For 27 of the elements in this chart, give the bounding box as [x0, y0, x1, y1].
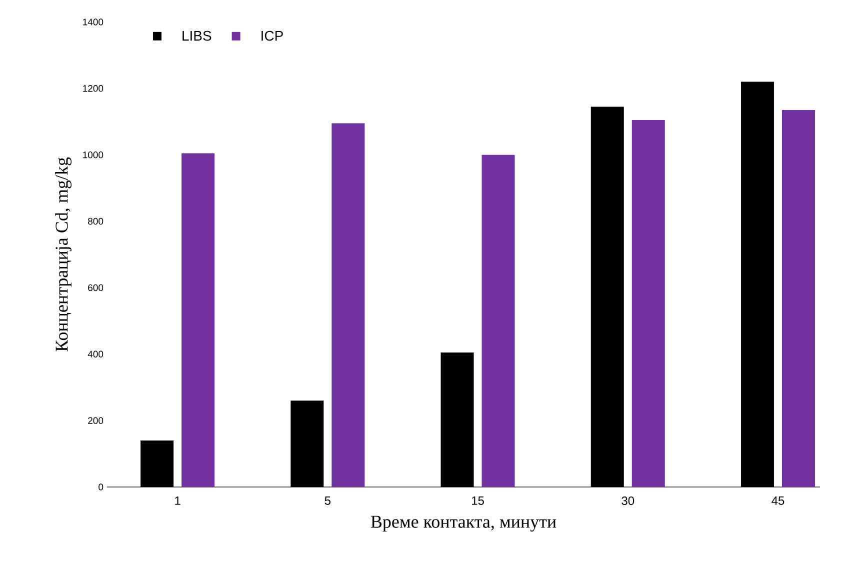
- y-tick-label: 1400: [83, 18, 104, 26]
- y-tick-label: 600: [88, 284, 104, 292]
- y-tick-label: 200: [88, 417, 104, 424]
- x-tick-label: 5: [324, 496, 330, 505]
- bar: [590, 106, 624, 487]
- y-tick-label: 0: [98, 484, 104, 490]
- bar: [782, 110, 815, 487]
- y-axis-title: Концентрација Cd, mg/kg: [55, 157, 72, 352]
- legend-label: ICP: [262, 30, 283, 41]
- bar: [740, 82, 774, 487]
- x-tick-label: 45: [772, 496, 784, 505]
- y-tick-label: 400: [88, 350, 104, 358]
- bar: [440, 352, 474, 487]
- bar: [290, 400, 324, 487]
- bar: [332, 123, 365, 487]
- x-tick-label: 1: [175, 496, 180, 505]
- bar: [182, 153, 215, 487]
- bar: [482, 154, 515, 487]
- legend-label: LIBS: [182, 30, 212, 41]
- y-tick-label: 1200: [83, 85, 104, 92]
- x-tick-label: 15: [472, 496, 484, 505]
- x-axis-title: Време контакта, минути: [370, 516, 556, 532]
- bar: [140, 440, 174, 487]
- y-tick-label: 800: [88, 218, 104, 225]
- bar: [632, 120, 665, 487]
- x-tick-label: 30: [622, 496, 634, 506]
- y-tick-label: 1000: [83, 151, 104, 158]
